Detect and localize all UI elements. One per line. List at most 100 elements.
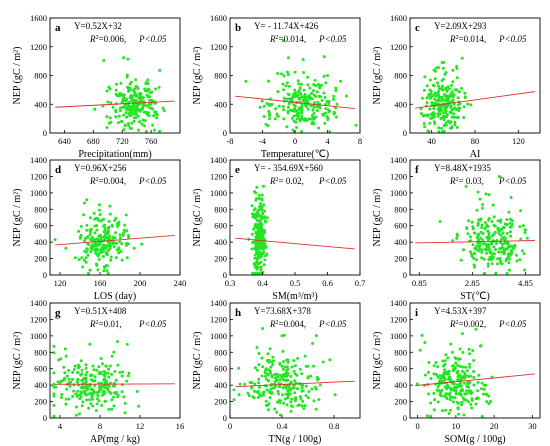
- data-point: [470, 220, 474, 224]
- scatter-points: [93, 56, 166, 133]
- data-point: [480, 381, 484, 385]
- data-point: [446, 383, 450, 387]
- data-point: [75, 405, 79, 409]
- data-point: [103, 266, 107, 270]
- data-point: [506, 254, 510, 258]
- regression-line: [415, 91, 535, 109]
- p-value-text: P<0.05: [498, 34, 527, 44]
- data-point: [232, 388, 236, 392]
- y-tick-label: 400: [394, 99, 407, 109]
- data-point: [485, 223, 489, 227]
- data-point: [282, 96, 286, 100]
- data-point: [120, 120, 124, 124]
- y-tick-label: 0: [223, 270, 227, 280]
- data-point: [139, 94, 143, 98]
- data-point: [286, 105, 290, 109]
- data-point: [293, 379, 297, 383]
- data-point: [440, 84, 444, 88]
- data-point: [432, 84, 436, 88]
- data-point: [300, 130, 304, 134]
- data-point: [448, 386, 452, 390]
- data-point: [99, 235, 103, 238]
- data-point: [255, 185, 259, 189]
- data-point: [257, 197, 261, 201]
- data-point: [462, 413, 466, 417]
- data-point: [444, 71, 448, 75]
- data-point: [264, 399, 268, 403]
- data-point: [101, 246, 105, 250]
- data-point: [110, 398, 114, 402]
- data-point: [463, 392, 467, 396]
- regression-line: [415, 373, 535, 387]
- data-point: [146, 78, 150, 82]
- data-point: [441, 409, 444, 413]
- data-point: [333, 111, 336, 115]
- data-point: [494, 271, 498, 275]
- data-point: [277, 104, 281, 108]
- data-point: [104, 381, 108, 385]
- data-point: [267, 402, 271, 406]
- data-point: [280, 364, 284, 368]
- scatter-points: [52, 340, 141, 418]
- data-point: [93, 231, 97, 235]
- data-point: [124, 111, 128, 115]
- data-point: [104, 399, 107, 403]
- data-point: [285, 125, 289, 129]
- data-point: [317, 398, 321, 401]
- data-point: [96, 238, 100, 242]
- data-point: [461, 365, 465, 369]
- data-point: [432, 107, 436, 110]
- data-point: [250, 386, 254, 390]
- data-point: [252, 208, 256, 212]
- data-point: [73, 256, 77, 260]
- data-point: [77, 393, 81, 397]
- y-tick-label: 400: [34, 99, 47, 109]
- data-point: [294, 91, 297, 95]
- data-point: [295, 114, 299, 117]
- data-point: [74, 413, 78, 417]
- data-point: [320, 83, 323, 87]
- chart-panel-d: 0 200 400 600 800 1000 1200 1400 120 160 200 240 LOS…: [12, 155, 186, 302]
- data-point: [100, 362, 104, 366]
- data-point: [91, 397, 95, 401]
- data-point: [437, 126, 441, 130]
- data-point: [464, 184, 468, 188]
- r-squared-text: R2= 0.03,: [449, 176, 484, 186]
- data-point: [487, 394, 491, 398]
- data-point: [299, 92, 303, 96]
- data-point: [476, 389, 480, 393]
- data-point: [106, 231, 110, 235]
- data-point: [444, 353, 448, 357]
- y-tick-label: 800: [214, 347, 227, 357]
- data-point: [158, 129, 162, 133]
- data-point: [117, 121, 120, 125]
- chart-panel-a: 0 400 800 1200 1600 640 680 720 760 Precipitation…: [12, 13, 181, 160]
- data-point: [125, 75, 129, 79]
- data-point: [260, 245, 264, 249]
- data-point: [112, 404, 116, 408]
- data-point: [253, 253, 257, 257]
- data-point: [111, 241, 115, 245]
- data-point: [460, 377, 464, 381]
- data-point: [485, 247, 489, 251]
- data-point: [298, 367, 302, 371]
- data-point: [521, 224, 525, 228]
- data-point: [461, 396, 465, 400]
- y-tick-label: 800: [394, 204, 407, 214]
- data-point: [122, 96, 126, 99]
- data-point: [149, 106, 153, 110]
- x-tick-label: 120: [512, 136, 525, 146]
- panel-label: h: [235, 307, 241, 319]
- data-point: [267, 103, 271, 107]
- data-point: [486, 262, 490, 266]
- data-point: [114, 231, 118, 235]
- data-point: [91, 388, 95, 392]
- data-point: [106, 371, 110, 375]
- data-point: [300, 389, 304, 393]
- data-point: [161, 106, 165, 110]
- data-point: [85, 223, 89, 227]
- data-point: [258, 255, 261, 259]
- data-point: [262, 393, 265, 397]
- data-point: [447, 372, 451, 376]
- data-point: [459, 384, 463, 388]
